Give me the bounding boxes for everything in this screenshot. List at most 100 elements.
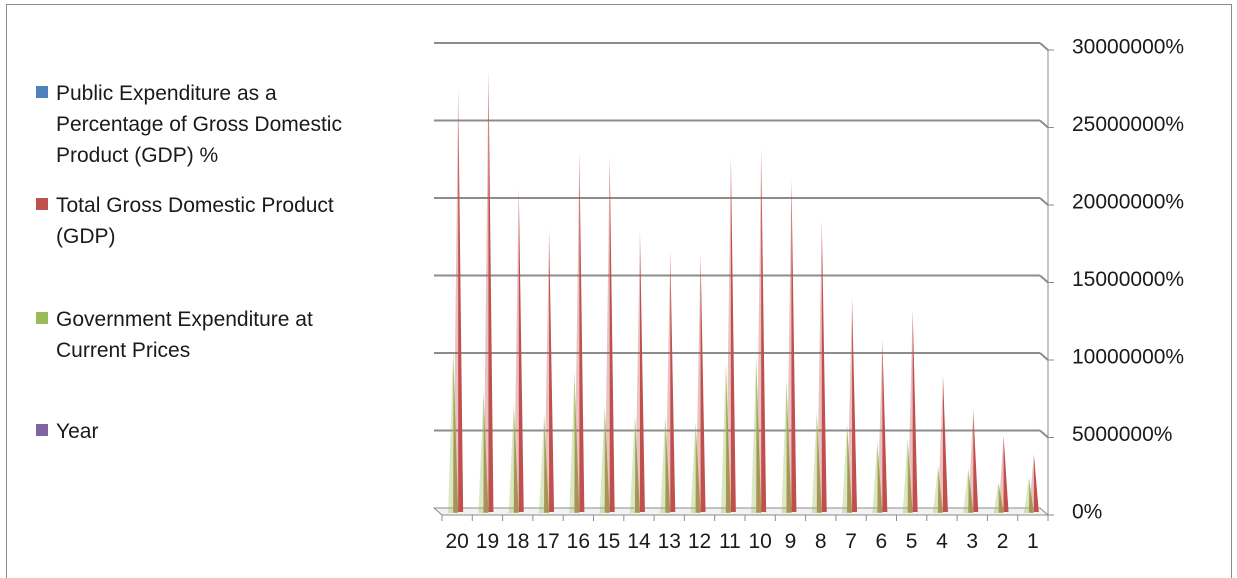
bar-total-gdp-light-face: [877, 339, 883, 512]
bar-total-gdp: [518, 187, 524, 512]
chart-frame: [6, 4, 1232, 578]
bar-government-expenditure-light-face: [932, 466, 938, 513]
x-tick-label: 10: [748, 530, 771, 553]
legend-swatch-government-expenditure: [36, 312, 48, 324]
bar-total-gdp-light-face: [786, 179, 792, 512]
x-tick-label: 5: [906, 530, 918, 553]
x-tick-label: 1: [1027, 530, 1039, 553]
x-tick-label: 9: [785, 530, 797, 553]
y-tick-label: 0%: [1072, 501, 1102, 524]
bar-government-expenditure-light-face: [811, 412, 817, 513]
bar-total-gdp-light-face: [816, 220, 822, 512]
bar-total-gdp: [882, 339, 888, 512]
bar-government-expenditure: [544, 413, 550, 513]
bar-total-gdp-light-face: [544, 229, 550, 512]
bar-government-expenditure: [604, 406, 610, 513]
bar-government-expenditure: [665, 415, 671, 513]
gridline-depth: [1039, 429, 1049, 439]
x-tick-label: 20: [445, 530, 468, 553]
bar-government-expenditure-light-face: [478, 392, 484, 513]
bar-total-gdp: [942, 375, 948, 512]
bar-total-gdp-light-face: [604, 156, 610, 512]
bar-total-gdp-light-face: [725, 156, 731, 512]
bar-total-gdp: [761, 148, 767, 512]
bar-government-expenditure: [816, 412, 822, 513]
x-tick-label: 8: [815, 530, 827, 553]
bar-government-expenditure: [453, 348, 459, 513]
bar-total-gdp-light-face: [907, 310, 913, 512]
x-tick-label: 18: [506, 530, 529, 553]
bar-total-gdp: [912, 310, 918, 512]
bar-government-expenditure-light-face: [660, 415, 666, 513]
bar-government-expenditure: [574, 372, 580, 513]
bar-government-expenditure-light-face: [599, 406, 605, 513]
bar-total-gdp: [488, 71, 494, 512]
bar-government-expenditure: [786, 379, 792, 513]
legend-item-total-gdp: Total Gross Domestic Product (GDP): [36, 190, 334, 252]
bar-total-gdp-light-face: [574, 151, 580, 512]
bar-total-gdp-light-face: [483, 71, 489, 512]
bar-total-gdp: [700, 254, 706, 512]
bar-total-gdp-light-face: [453, 88, 459, 513]
bar-government-expenditure-light-face: [902, 438, 908, 513]
bar-total-gdp: [579, 151, 585, 512]
legend-swatch-total-gdp: [36, 198, 48, 210]
bar-government-expenditure: [695, 421, 701, 513]
legend-label-government-expenditure: Government Expenditure at Current Prices: [56, 308, 313, 362]
legend-swatch-year: [36, 424, 48, 436]
bar-total-gdp-light-face: [847, 297, 853, 512]
legend-label-public-expenditure-pct: Public Expenditure as a Percentage of Gr…: [56, 82, 342, 167]
x-tick-label: 12: [688, 530, 711, 553]
bar-government-expenditure: [513, 404, 519, 513]
bar-total-gdp: [458, 88, 464, 513]
x-tick-label: 4: [936, 530, 948, 553]
legend-item-government-expenditure: Government Expenditure at Current Prices: [36, 304, 313, 366]
x-tick-label: 13: [658, 530, 681, 553]
gridlines: [432, 42, 1050, 516]
bar-total-gdp: [1003, 435, 1009, 512]
y-tick-label: 10000000%: [1072, 346, 1184, 369]
bar-government-expenditure-light-face: [842, 423, 848, 513]
bar-total-gdp: [1033, 454, 1039, 512]
legend-item-public-expenditure-pct: Public Expenditure as a Percentage of Gr…: [36, 78, 342, 171]
bar-total-gdp: [609, 156, 615, 512]
bar-total-gdp: [821, 220, 827, 512]
bar-total-gdp-light-face: [968, 409, 974, 512]
chart-floor: [432, 507, 1050, 516]
bar-government-expenditure: [968, 468, 974, 513]
x-tick-label: 16: [567, 530, 590, 553]
bar-total-gdp-light-face: [756, 148, 762, 512]
gridline-depth: [1039, 197, 1049, 206]
bar-total-gdp-light-face: [665, 251, 671, 512]
y-tick-label: 30000000%: [1072, 36, 1184, 59]
bar-government-expenditure-light-face: [508, 404, 514, 513]
bar-government-expenditure-light-face: [751, 355, 757, 513]
bar-total-gdp-light-face: [634, 232, 640, 513]
bar-total-gdp: [730, 156, 736, 512]
x-tick-label: 6: [876, 530, 888, 553]
x-tick-label: 11: [719, 530, 741, 553]
bar-government-expenditure-light-face: [629, 415, 635, 513]
bar-government-expenditure: [998, 482, 1004, 513]
bar-total-gdp-light-face: [513, 187, 519, 512]
bar-government-expenditure-light-face: [539, 413, 545, 513]
x-tick-label: 3: [966, 530, 978, 553]
y-tick-label: 20000000%: [1072, 191, 1184, 214]
x-tick-label: 2: [997, 530, 1009, 553]
bar-government-expenditure: [847, 423, 853, 513]
x-tick-label: 7: [845, 530, 857, 553]
gridline-depth: [1039, 119, 1049, 129]
bar-government-expenditure-light-face: [963, 468, 969, 513]
bar-government-expenditure-light-face: [690, 421, 696, 513]
y-tick-label: 25000000%: [1072, 113, 1184, 136]
legend-label-total-gdp: Total Gross Domestic Product (GDP): [56, 194, 334, 248]
bar-government-expenditure: [937, 466, 943, 513]
bar-government-expenditure-light-face: [448, 348, 454, 513]
y-tick-label: 15000000%: [1072, 268, 1184, 291]
legend-swatch-public-expenditure-pct: [36, 86, 48, 98]
gridline-depth: [1039, 42, 1049, 51]
legend-label-year: Year: [56, 420, 99, 443]
x-tick-label: 17: [536, 530, 559, 553]
bar-government-expenditure: [483, 392, 489, 513]
